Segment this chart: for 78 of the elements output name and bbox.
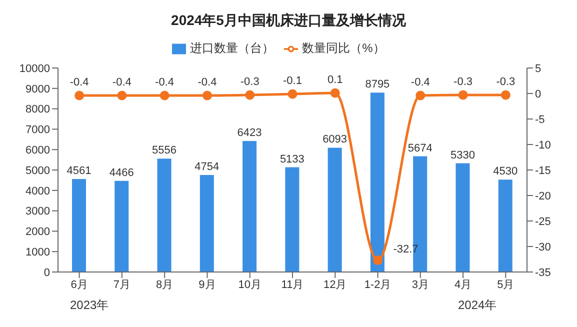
data-label: -0.3 xyxy=(454,76,473,88)
y-tick-label: 9000 xyxy=(26,83,50,96)
y-tick-label: 3000 xyxy=(26,206,50,218)
point xyxy=(458,90,468,100)
bar xyxy=(242,140,257,272)
bar xyxy=(114,180,129,272)
x-tick-label: 8月 xyxy=(156,278,174,291)
point xyxy=(288,89,298,99)
text: 2024年 xyxy=(458,297,497,314)
legend-label: 进口数量（台） xyxy=(190,41,274,55)
y-tick-label: 7000 xyxy=(26,124,50,136)
x-tick-label: 5月 xyxy=(497,278,514,291)
y2-tick-label: -10 xyxy=(535,139,551,152)
x-tick-label: 4月 xyxy=(454,278,472,291)
bar xyxy=(456,163,470,272)
bar xyxy=(370,92,384,272)
data-label: -0.1 xyxy=(283,75,302,88)
y2-tick-label: -15 xyxy=(535,164,551,177)
data-label: -0.4 xyxy=(198,76,217,89)
x-tick-label: 1-2月 xyxy=(364,278,392,291)
data-label: 5556 xyxy=(152,144,177,157)
y-tick-label: 5000 xyxy=(26,164,50,177)
x-tick-label: 6月 xyxy=(70,278,88,291)
point xyxy=(202,90,212,100)
chart-title: 2024年5月中国机床进口量及增长情况 xyxy=(170,12,407,30)
data-label: 8795 xyxy=(365,78,390,91)
y2-tick-label: -5 xyxy=(535,114,545,126)
y2-tick-label: -25 xyxy=(535,216,551,228)
y-tick-label: 1000 xyxy=(26,246,50,259)
data-label: 6423 xyxy=(237,126,262,139)
bar xyxy=(72,178,86,272)
data-label: 4754 xyxy=(194,161,220,174)
x-tick-label: 10月 xyxy=(238,278,262,291)
bar xyxy=(285,167,300,272)
bar xyxy=(200,175,214,272)
point xyxy=(117,90,127,100)
bar xyxy=(328,148,342,272)
point xyxy=(416,90,426,100)
data-label: 4530 xyxy=(493,166,518,178)
x-tick-label: 12月 xyxy=(324,278,347,291)
x-tick-label: 9月 xyxy=(198,278,216,291)
y-tick-label: 4000 xyxy=(26,185,50,198)
data-label: 6093 xyxy=(322,134,348,146)
bar xyxy=(498,180,512,272)
data-label: -0.3 xyxy=(240,76,260,88)
bar xyxy=(157,158,172,272)
data-label: 0.1 xyxy=(327,74,343,86)
data-label: -0.4 xyxy=(155,76,174,89)
data-label: -0.3 xyxy=(496,76,516,88)
y-tick-label: 10000 xyxy=(19,62,50,75)
point xyxy=(500,90,510,100)
data-label: 5674 xyxy=(408,142,432,154)
y-tick-label: 6000 xyxy=(26,144,50,157)
y2-tick-label: 0 xyxy=(535,88,542,100)
data-label: 4466 xyxy=(109,166,134,179)
y-tick-label: 0 xyxy=(44,266,50,279)
y2-tick-label: -35 xyxy=(535,266,551,279)
point xyxy=(160,90,170,100)
y2-tick-label: -30 xyxy=(535,241,551,254)
y-tick-label: 2000 xyxy=(26,226,50,238)
data-label: 5133 xyxy=(280,153,304,166)
data-label: -0.4 xyxy=(410,76,430,89)
y-tick-label: 8000 xyxy=(26,104,50,116)
x-tick-label: 3月 xyxy=(412,278,429,291)
x-tick-label: 11月 xyxy=(281,278,304,291)
legend-label: 数量同比（%） xyxy=(302,41,385,55)
y2-tick-label: -20 xyxy=(535,190,551,202)
data-label: 4561 xyxy=(66,164,92,177)
point xyxy=(74,90,84,100)
x-tick-label: 7月 xyxy=(113,278,131,291)
y2-tick-label: 5 xyxy=(535,62,542,75)
point xyxy=(373,256,383,266)
data-label: 5330 xyxy=(450,149,475,162)
data-label: -0.4 xyxy=(70,76,89,89)
data-label: -0.4 xyxy=(112,76,132,89)
point xyxy=(330,88,340,98)
text: 2023年 xyxy=(70,297,109,314)
point xyxy=(245,90,255,100)
